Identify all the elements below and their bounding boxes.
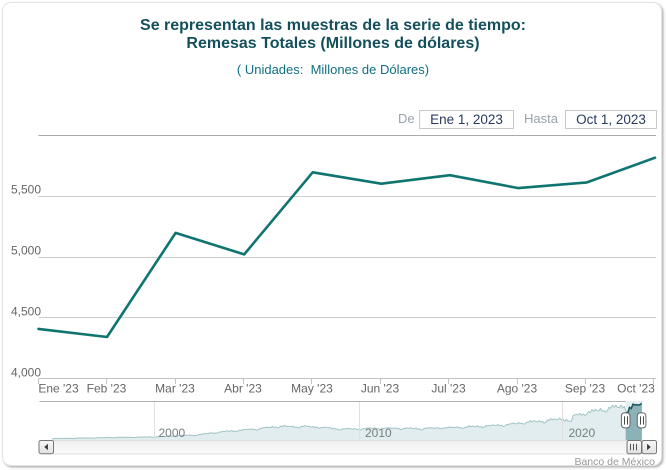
svg-text:Banco de México: Banco de México [574,456,655,468]
svg-text:Ene '23: Ene '23 [38,382,79,396]
svg-text:2000: 2000 [159,426,186,440]
svg-text:May '23: May '23 [291,382,333,396]
svg-text:2010: 2010 [365,426,392,440]
svg-text:Abr '23: Abr '23 [224,382,262,396]
svg-text:Mar '23: Mar '23 [155,382,195,396]
svg-text:5,000: 5,000 [11,244,41,258]
svg-text:Feb '23: Feb '23 [87,382,127,396]
svg-text:Oct '23: Oct '23 [617,382,655,396]
svg-text:Jul '23: Jul '23 [431,382,466,396]
svg-text:4,000: 4,000 [11,366,41,380]
svg-text:Jun '23: Jun '23 [361,382,400,396]
svg-text:4,500: 4,500 [11,305,41,319]
svg-text:2020: 2020 [569,426,596,440]
svg-text:Ago '23: Ago '23 [497,382,538,396]
svg-text:Sep '23: Sep '23 [565,382,606,396]
svg-text:5,500: 5,500 [11,183,41,197]
